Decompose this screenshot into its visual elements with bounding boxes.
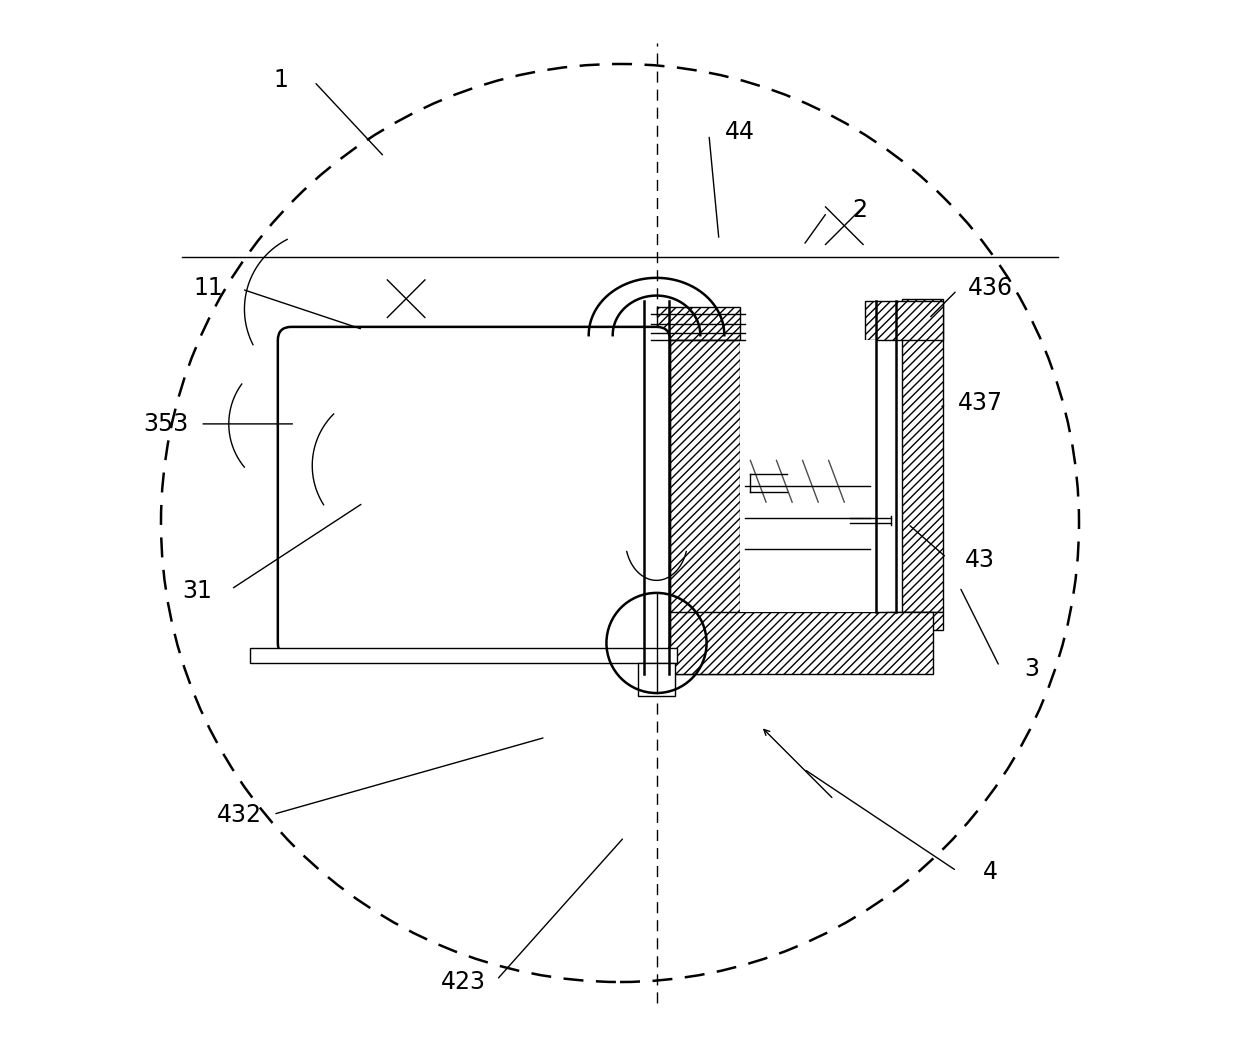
Bar <box>249 649 677 663</box>
Bar <box>887 612 944 631</box>
Text: 1: 1 <box>274 68 289 92</box>
Text: 4: 4 <box>983 861 998 885</box>
Text: 3: 3 <box>1024 657 1039 681</box>
Text: 44: 44 <box>725 120 755 143</box>
Text: 432: 432 <box>217 803 262 827</box>
Text: 353: 353 <box>144 412 188 436</box>
Bar <box>740 340 875 612</box>
Bar <box>637 663 676 697</box>
Bar <box>656 612 932 675</box>
Bar <box>656 340 740 675</box>
Text: 2: 2 <box>852 198 868 222</box>
FancyBboxPatch shape <box>278 326 670 657</box>
Text: 11: 11 <box>193 276 223 300</box>
Text: 437: 437 <box>957 391 1002 415</box>
Text: 436: 436 <box>968 276 1013 300</box>
Bar <box>866 301 944 340</box>
Bar <box>901 299 944 612</box>
Text: 423: 423 <box>441 970 486 994</box>
Text: 31: 31 <box>182 578 212 602</box>
Text: 43: 43 <box>965 547 994 571</box>
Bar <box>656 308 740 340</box>
